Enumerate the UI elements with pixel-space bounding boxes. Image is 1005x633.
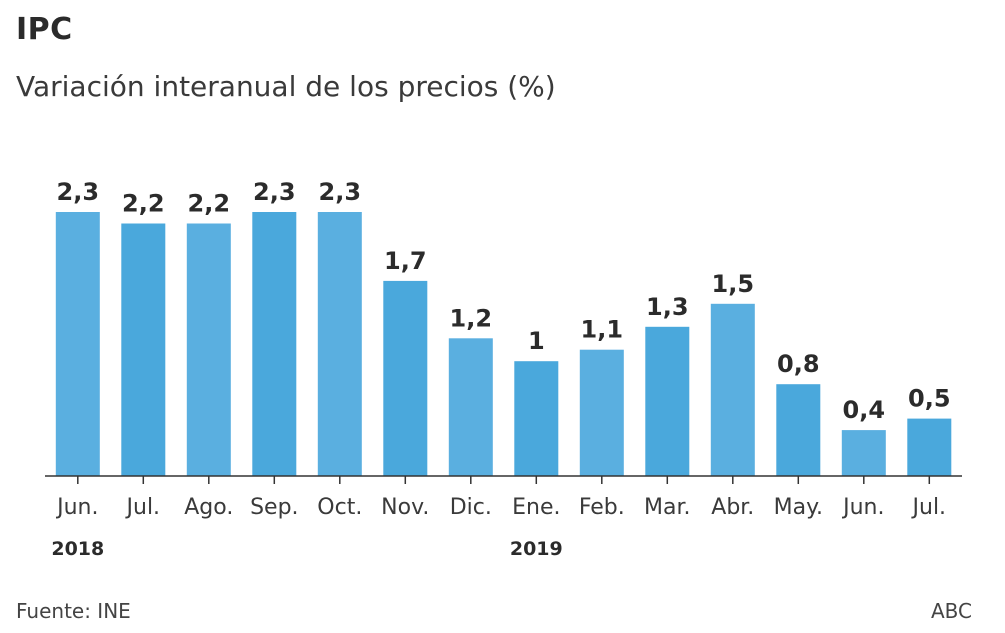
category-label-14: Jul. [911, 495, 947, 520]
value-label-5: 2,3 [319, 178, 362, 206]
value-label-6: 1,7 [384, 247, 427, 275]
bar-2 [121, 223, 166, 476]
bar-11 [710, 303, 755, 476]
source-label: Fuente: INE [16, 599, 131, 623]
value-label-4: 2,3 [253, 178, 296, 206]
bar-1 [55, 212, 100, 476]
bar-4 [252, 212, 297, 476]
bar-6 [383, 280, 428, 476]
bar-3 [186, 223, 231, 476]
category-label-8: Ene. [512, 495, 560, 520]
value-label-13: 0,4 [843, 396, 886, 424]
category-label-13: Jun. [841, 495, 884, 520]
brand-label: ABC [930, 599, 972, 623]
category-label-12: May. [774, 495, 823, 520]
value-label-8: 1 [528, 327, 545, 355]
value-label-12: 0,8 [777, 350, 820, 378]
value-label-14: 0,5 [908, 385, 951, 413]
bars-layer [55, 212, 952, 476]
labels-layer: 2,3 Jun. 2,2 Jul. 2,2 Ago. 2,3 Sep. 2,3 Oct. 1,7 No… [51, 178, 950, 560]
category-label-1: Jun. [55, 495, 98, 520]
bar-12 [776, 384, 821, 476]
category-label-3: Ago. [184, 495, 233, 520]
bar-10 [645, 326, 690, 476]
chart-title: IPC [16, 12, 73, 47]
category-label-4: Sep. [250, 495, 298, 520]
bar-9 [579, 349, 624, 476]
category-label-10: Mar. [644, 495, 690, 520]
value-label-9: 1,1 [581, 316, 624, 344]
chart-subtitle: Variación interanual de los precios (%) [16, 70, 556, 103]
bar-14 [907, 418, 952, 476]
bar-8 [514, 361, 559, 476]
category-label-6: Nov. [381, 495, 429, 520]
category-label-5: Oct. [317, 495, 362, 520]
bar-5 [317, 212, 362, 476]
bar-7 [448, 338, 493, 476]
year-label-2019: 2019 [510, 538, 563, 560]
value-label-3: 2,2 [188, 190, 231, 218]
year-label-2018: 2018 [51, 538, 104, 560]
value-label-1: 2,3 [57, 178, 100, 206]
ticks-layer [77, 476, 931, 484]
value-label-7: 1,2 [450, 304, 493, 332]
value-label-2: 2,2 [122, 190, 165, 218]
category-label-7: Dic. [450, 495, 492, 520]
category-label-2: Jul. [125, 495, 161, 520]
value-label-10: 1,3 [646, 293, 689, 321]
category-label-11: Abr. [711, 495, 754, 520]
bar-13 [841, 430, 886, 476]
category-label-9: Feb. [579, 495, 625, 520]
value-label-11: 1,5 [712, 270, 755, 298]
